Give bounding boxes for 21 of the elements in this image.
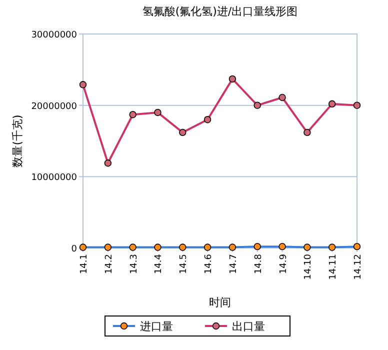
x-tick-label: 14.8 — [254, 254, 264, 274]
x-tick-label: 14.7 — [228, 254, 239, 274]
x-tick-label: 14.12 — [354, 254, 364, 280]
x-tick-label: 14.5 — [179, 254, 190, 274]
y-tick-label: 20000000 — [31, 102, 78, 112]
x-axis-title: 时间 — [209, 296, 231, 309]
x-tick-label: 14.1 — [80, 254, 90, 274]
chart-title: 氢氟酸(氟化氢)进/出口量线形图 — [142, 5, 298, 18]
x-tick-label: 14.10 — [304, 254, 314, 280]
x-tick-label: 14.2 — [104, 254, 114, 274]
x-tick-label: 14.6 — [204, 254, 214, 274]
y-tick-label: 30000000 — [31, 30, 78, 40]
x-tick-label: 14.9 — [278, 254, 289, 274]
legend-label: 进口量 — [140, 320, 173, 333]
x-tick-label: 14.11 — [328, 254, 339, 280]
legend-label: 出口量 — [232, 320, 265, 333]
x-tick-label: 14.3 — [129, 254, 140, 274]
y-tick-label: 10000000 — [31, 173, 78, 184]
y-axis-title: 数量(千克) — [11, 114, 24, 168]
x-tick-label: 14.4 — [154, 254, 164, 274]
y-tick-label: 0 — [71, 244, 78, 254]
